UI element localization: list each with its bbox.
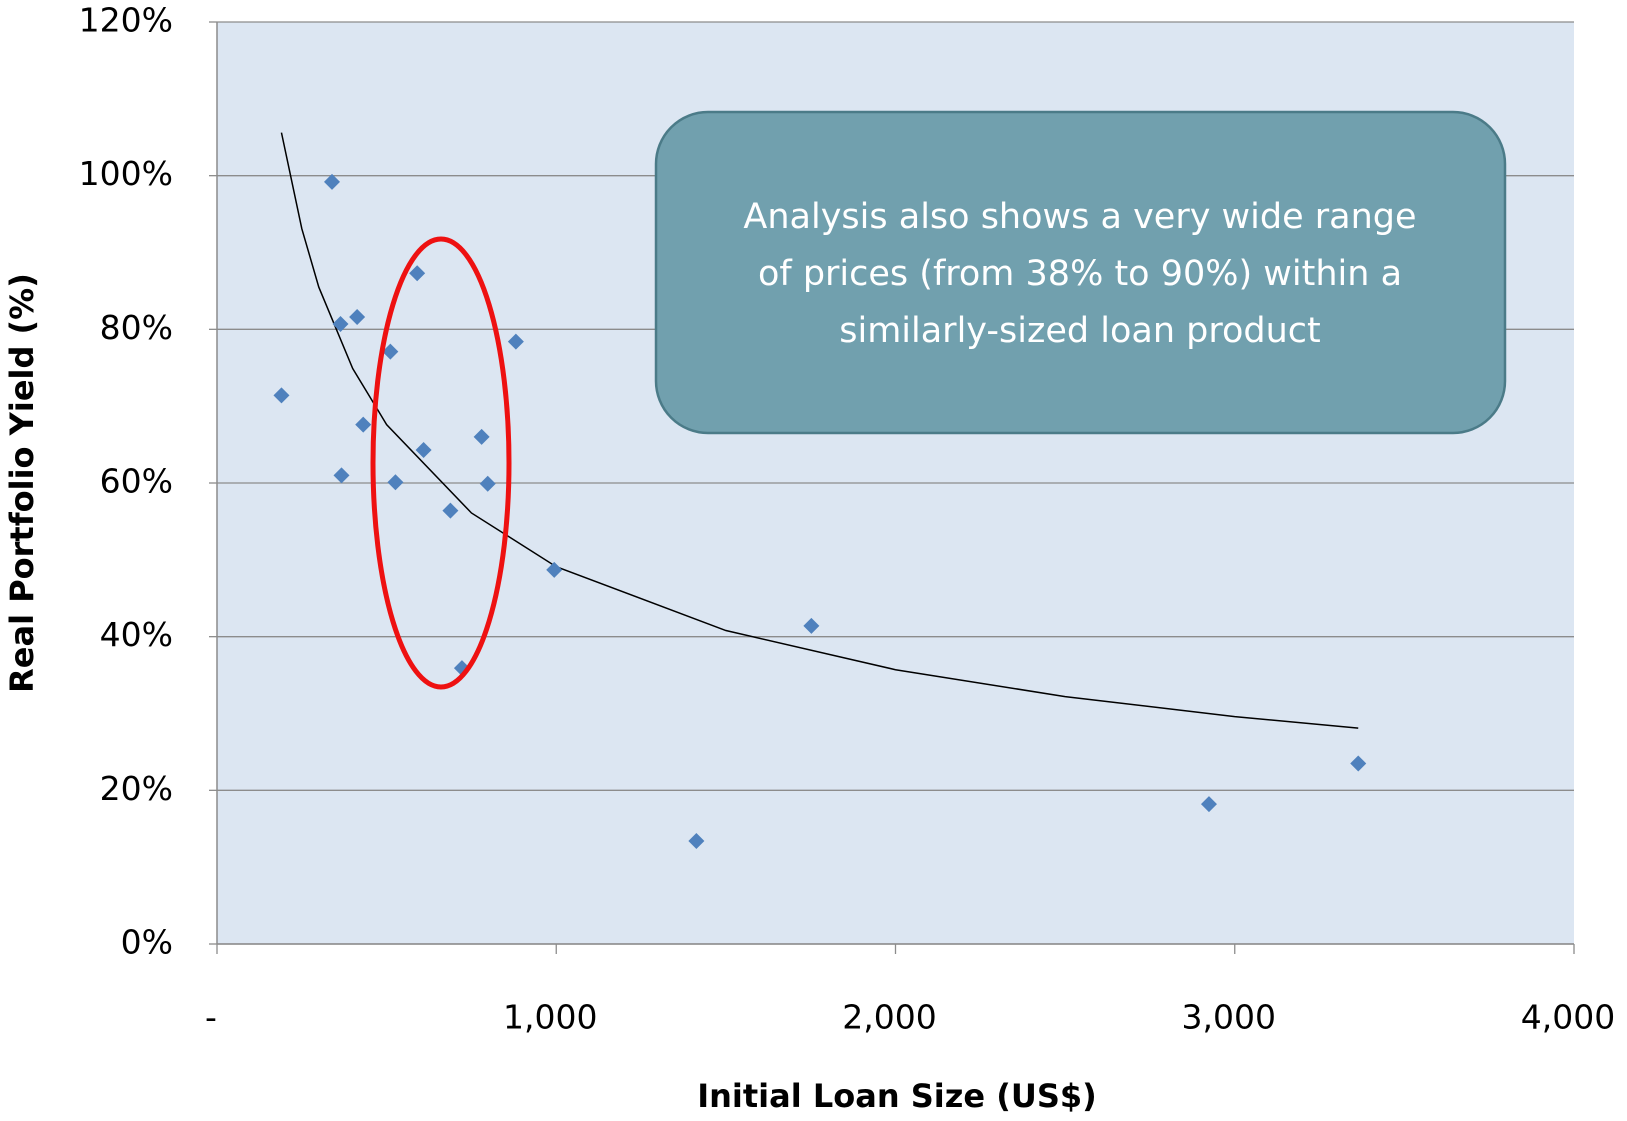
y-tick-label: 0% [121,923,173,962]
data-point [382,343,399,360]
x-tick-label: - [205,998,217,1037]
y-tick-label: 80% [100,308,173,347]
x-tick-label: 3,000 [1182,998,1276,1037]
data-point [415,441,432,458]
data-point [324,173,341,190]
y-tick-label: 20% [100,769,173,808]
data-point [442,502,459,519]
data-point [1200,796,1217,813]
callout-text: Analysis also shows a very wide range [743,197,1416,237]
y-tick-label: 120% [79,1,173,40]
data-point [1350,755,1367,772]
data-point [688,833,705,850]
data-point [546,561,563,578]
y-tick-label: 100% [79,154,173,193]
data-point [333,467,350,484]
data-point [507,333,524,350]
x-axis-title: Initial Loan Size (US$) [697,1077,1097,1115]
callout-text: of prices (from 38% to 90%) within a [758,254,1402,294]
x-tick-label: 1,000 [503,998,597,1037]
y-tick-label: 60% [100,462,173,501]
data-point [473,428,490,445]
x-tick-label: 2,000 [842,998,936,1037]
data-point [332,315,349,332]
x-tick-label: 4,000 [1521,998,1615,1037]
data-point [273,387,290,404]
highlight-ellipse [370,236,512,690]
y-axis-title: Real Portfolio Yield (%) [3,273,41,693]
data-point [349,309,366,326]
data-point [355,416,372,433]
data-point [479,475,496,492]
callout-box [654,110,1507,435]
trendline [280,132,1359,729]
y-tick-label: 40% [100,615,173,654]
data-point [803,617,820,634]
data-point [387,474,404,491]
plot-area: 0% 20% 40% 60% 80% 100% 120% - 1,000 2,000 3,000 4,… [79,1,1616,1037]
callout-text: similarly-sized loan product [839,311,1321,351]
data-point [409,265,426,282]
callout: Analysis also shows a very wide range of … [654,110,1507,435]
